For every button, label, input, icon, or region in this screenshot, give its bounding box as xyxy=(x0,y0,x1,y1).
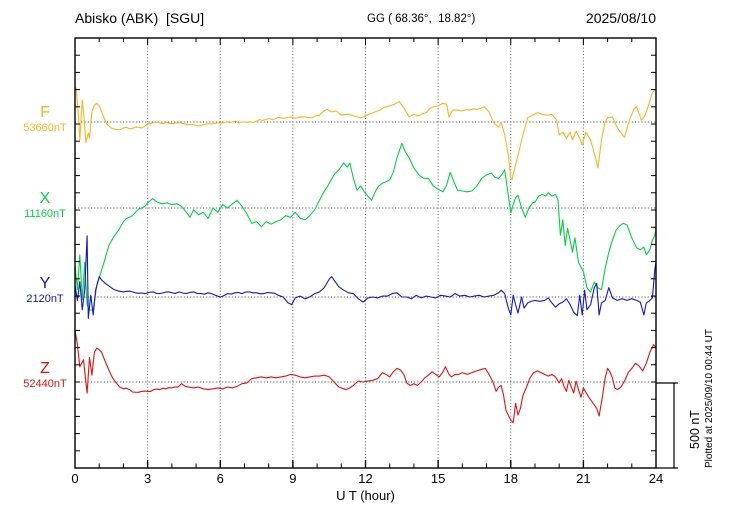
x-tick-label: 21 xyxy=(576,471,591,486)
channel-label-X: X 11160nT xyxy=(10,191,80,221)
geographic-coordinates: GG ( 68.36°, 18.82°) xyxy=(367,13,476,25)
station-title: Abisko (ABK) [SGU] xyxy=(75,10,205,26)
channel-baseline-value-Z: 52440nT xyxy=(23,378,67,390)
channel-letter-Y: Y xyxy=(39,275,51,292)
channel-baseline-value-Y: 2120nT xyxy=(26,293,64,305)
x-tick-label: 24 xyxy=(648,471,664,486)
channel-baseline-value-X: 11160nT xyxy=(24,208,66,220)
x-axis-title: U T (hour) xyxy=(336,488,395,503)
x-tick-label: 3 xyxy=(144,471,152,486)
scale-bar-label: 500 nT xyxy=(688,410,702,449)
x-tick-label: 18 xyxy=(503,471,518,486)
channel-letter-Z: Z xyxy=(40,360,50,377)
plotted-at-note: Plotted at 2025/09/10 00:44 UT xyxy=(704,329,715,468)
x-tick-label: 9 xyxy=(289,471,297,486)
channel-label-Z: Z 52440nT xyxy=(10,361,80,391)
channel-label-F: F 53660nT xyxy=(10,105,80,135)
channel-baseline-value-F: 53660nT xyxy=(23,122,67,134)
channel-letter-F: F xyxy=(40,104,50,121)
x-axis-tick-labels: 0 3 6 9 12 15 18 21 24 xyxy=(0,471,730,487)
x-tick-label: 0 xyxy=(71,471,79,486)
x-tick-label: 6 xyxy=(216,471,224,486)
channel-letter-X: X xyxy=(39,190,51,207)
plot-date: 2025/08/10 xyxy=(585,10,656,26)
x-tick-label: 12 xyxy=(358,471,373,486)
channel-label-Y: Y 2120nT xyxy=(10,276,80,306)
x-tick-label: 15 xyxy=(430,471,446,486)
